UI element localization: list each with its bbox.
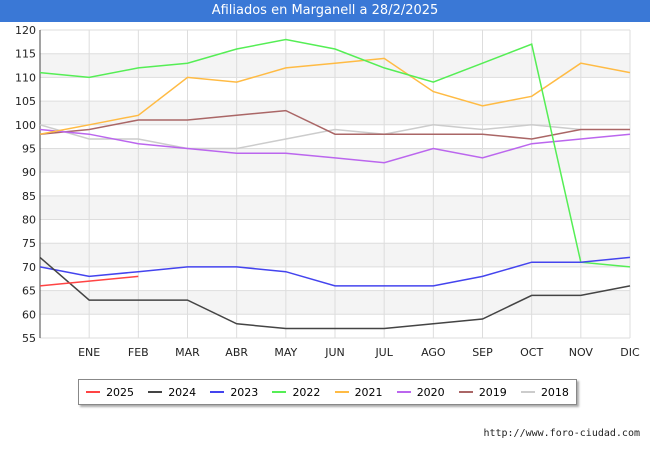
- legend-swatch: [396, 391, 411, 393]
- y-tick-label: 70: [22, 261, 36, 274]
- legend-label: 2024: [168, 385, 197, 399]
- series-line-2019: [39, 109, 630, 140]
- chart-title: Afiliados en Marganell a 28/2/2025: [0, 0, 650, 22]
- legend-label: 2022: [292, 385, 321, 399]
- y-tick-label: 80: [22, 214, 36, 227]
- legend-swatch: [458, 391, 473, 393]
- y-tick-label: 95: [22, 142, 36, 155]
- x-tick-label: MAR: [175, 346, 200, 359]
- legend-label: 2023: [230, 385, 259, 399]
- y-tick-label: 85: [22, 190, 36, 203]
- legend-item-2018: 2018: [520, 385, 569, 399]
- x-tick-label: OCT: [520, 346, 543, 359]
- legend-label: 2019: [478, 385, 507, 399]
- y-tick-label: 120: [15, 24, 36, 37]
- x-axis-ticks: ENE FEB MAR ABR MAY JUN JUL AGO SEP OCT NOV DIC: [78, 346, 640, 359]
- legend-swatch: [334, 391, 349, 393]
- source-url: http://www.foro-ciudad.com: [483, 428, 640, 439]
- legend-label: 2021: [354, 385, 383, 399]
- legend-item-2024: 2024: [148, 386, 196, 399]
- legend-label: 2018: [540, 385, 569, 399]
- x-tick-label: MAY: [274, 346, 297, 359]
- x-tick-label: DIC: [620, 346, 640, 359]
- legend-swatch: [520, 391, 535, 393]
- legend-item-2025: 2025: [86, 386, 134, 399]
- legend-label: 2020: [416, 385, 445, 399]
- y-tick-label: 110: [15, 71, 36, 84]
- legend-swatch: [272, 391, 287, 393]
- legend-item-2021: 2021: [334, 385, 383, 399]
- x-tick-label: JUN: [324, 346, 345, 359]
- legend-label: 2025: [106, 385, 135, 399]
- legend: 2025 2024 2023 2022 2021 2020 2019 2018: [78, 379, 577, 405]
- series-line-2022: [39, 38, 631, 268]
- y-tick-label: 60: [22, 308, 36, 321]
- series-line-2020: [39, 128, 631, 164]
- y-tick-label: 75: [22, 237, 36, 250]
- legend-item-2023: 2023: [210, 386, 258, 399]
- x-tick-label: ABR: [225, 346, 248, 359]
- grid-lines: [39, 29, 631, 339]
- series-line-2024: [39, 256, 631, 330]
- series-line-2021: [39, 57, 631, 135]
- y-tick-label: 100: [15, 119, 36, 132]
- series-line-2018: [39, 124, 581, 150]
- legend-item-2022: 2022: [272, 386, 320, 399]
- legend-item-2019: 2019: [458, 385, 507, 399]
- y-tick-label: 115: [15, 48, 36, 61]
- series-line-2023: [39, 256, 631, 287]
- x-tick-label: ENE: [78, 346, 100, 359]
- y-tick-label: 65: [22, 285, 36, 298]
- y-tick-label: 105: [15, 95, 36, 108]
- legend-swatch: [86, 391, 101, 393]
- x-tick-label: AGO: [421, 346, 446, 359]
- y-tick-label: 90: [22, 166, 36, 179]
- series-lines: [39, 38, 631, 330]
- y-tick-label: 55: [22, 332, 36, 345]
- legend-swatch: [210, 391, 225, 393]
- series-line-2025: [39, 275, 139, 287]
- legend-item-2020: 2020: [396, 385, 445, 399]
- x-tick-label: FEB: [128, 346, 149, 359]
- y-axis-ticks: 55 60 65 70 75 80 85 90 95 100 105 110 115 120: [15, 24, 36, 345]
- x-tick-label: JUL: [374, 346, 393, 359]
- legend-swatch: [148, 391, 163, 393]
- x-tick-label: NOV: [569, 346, 594, 359]
- x-tick-label: SEP: [472, 346, 493, 359]
